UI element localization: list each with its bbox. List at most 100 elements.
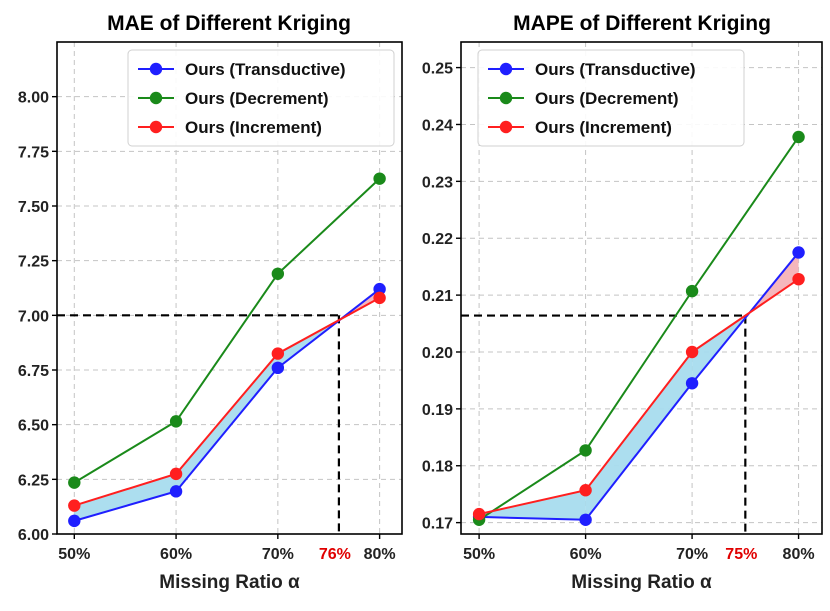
fill-region [585,351,693,520]
y-tick-label: 0.20 [422,345,453,362]
legend-swatch-marker [499,120,513,134]
legend-swatch-marker [149,62,163,76]
data-point [169,485,183,498]
x-axis: 50% 60% 70% 80% 76% [58,534,396,563]
fill-between [479,252,799,520]
y-tick-label: 0.24 [422,117,453,134]
series-ours-transductive [472,246,805,526]
series-ours-increment [472,272,805,521]
data-point [685,345,699,359]
threshold-label: 76% [319,546,351,563]
data-point [68,499,81,512]
legend-label: Ours (Increment) [185,118,322,137]
data-point [579,444,592,457]
y-tick-label: 7.50 [18,199,49,216]
x-tick-label: 50% [58,546,90,563]
chart-title: MAPE of Different Kriging [513,12,771,35]
legend-item: Ours (Transductive) [488,60,696,79]
legend-box [127,49,395,147]
data-point [579,513,592,526]
y-tick-label: 0.23 [422,174,453,191]
fill-region [176,353,278,492]
x-axis-label: Missing Ratio α [159,572,300,593]
legend: Ours (Transductive) Ours (Decrement) Ours … [127,49,395,147]
x-tick-label: 80% [783,546,815,563]
series-ours-decrement [68,172,386,489]
chart-title: MAE of Different Kriging [107,12,351,35]
series-line [73,177,381,484]
data-point [373,291,386,305]
data-point [792,130,805,144]
legend-swatch-marker [499,91,513,105]
y-tick-label: 7.25 [18,254,49,271]
y-tick-label: 6.50 [18,418,49,435]
x-axis: 50% 60% 70% 80% 75% [463,534,815,563]
legend: Ours (Transductive) Ours (Decrement) Ours … [477,49,745,147]
series-line [74,288,381,522]
mape-chart-panel: 0.17 0.18 0.19 0.20 0.21 0.22 0.23 0.24 0.25 50% 6… [422,12,823,593]
legend-item: Ours (Transductive) [138,60,346,79]
data-point [271,347,285,360]
y-tick-label: 6.00 [18,527,49,544]
legend-item: Ours (Decrement) [488,89,679,108]
fill-region [479,490,586,520]
data-point [685,284,699,298]
legend-label: Ours (Decrement) [535,89,679,108]
legend-item: Ours (Decrement) [138,89,329,108]
x-axis-label: Missing Ratio α [571,572,712,593]
data-point [472,507,486,521]
plot-frame [460,41,823,535]
data-point [685,377,699,390]
y-tick-label: 6.25 [18,472,49,489]
legend-swatch-marker [149,91,163,105]
series-ours-increment [68,291,386,512]
data-point [68,514,81,528]
data-point [579,484,592,497]
legend-label: Ours (Transductive) [535,60,696,79]
data-point [792,246,805,259]
data-point [271,361,285,375]
legend-item: Ours (Increment) [488,118,672,137]
legend-swatch-marker [499,62,513,76]
y-tick-label: 0.18 [422,459,453,476]
y-tick-label: 0.22 [422,231,453,248]
y-axis: 6.00 6.25 6.50 6.75 7.00 7.25 7.50 7.75 8.00 [18,90,57,544]
series-line [74,296,381,507]
x-tick-label: 50% [463,546,495,563]
data-point [373,172,386,185]
x-tick-label: 60% [160,546,192,563]
data-point [373,282,386,296]
series-line [479,251,800,521]
y-tick-label: 6.75 [18,363,49,380]
threshold-label: 75% [725,546,757,563]
y-tick-label: 7.75 [18,144,49,161]
y-tick-label: 0.17 [422,516,453,533]
x-tick-label: 60% [570,546,602,563]
data-point [68,476,81,489]
plot-frame [56,41,403,535]
y-tick-label: 7.00 [18,308,49,325]
legend-label: Ours (Transductive) [185,60,346,79]
y-tick-label: 0.21 [422,288,453,305]
x-tick-label: 80% [364,546,396,563]
y-tick-label: 8.00 [18,90,49,107]
legend-item: Ours (Increment) [138,118,322,137]
data-point [792,272,805,286]
y-axis: 0.17 0.18 0.19 0.20 0.21 0.22 0.23 0.24 0.25 [422,61,461,533]
legend-box [477,49,745,147]
series-ours-decrement [472,130,805,526]
series-line [478,136,800,521]
y-tick-label: 0.19 [422,402,453,419]
legend-label: Ours (Increment) [535,118,672,137]
x-tick-label: 70% [262,546,294,563]
data-point [271,267,285,280]
series-ours-transductive [68,282,386,528]
legend-label: Ours (Decrement) [185,89,329,108]
x-tick-label: 70% [676,546,708,563]
fill-region [74,473,177,521]
legend-swatch-marker [149,120,163,134]
y-tick-label: 0.25 [422,61,453,78]
